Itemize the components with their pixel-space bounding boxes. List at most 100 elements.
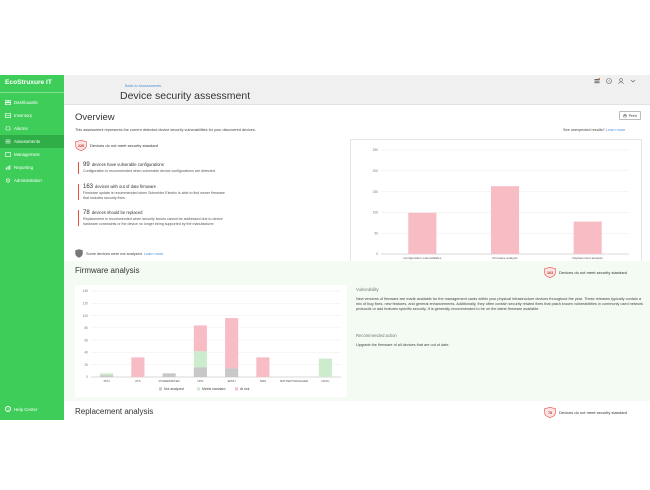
y-tick-label: 60 xyxy=(84,338,88,342)
bar-at-risk xyxy=(131,357,145,377)
vulnerability-title: Vulnerability xyxy=(356,287,379,292)
header-actions: ? xyxy=(594,78,636,84)
user-icon[interactable] xyxy=(618,78,624,84)
sidebar-item-inventory[interactable]: Inventory xyxy=(0,109,64,122)
bar-not-analyzed xyxy=(162,373,176,377)
not-analyzed-learn-more[interactable]: Learn more xyxy=(143,251,164,256)
sidebar-item-dashboards[interactable]: Dashboards xyxy=(0,96,64,109)
bar-at-risk xyxy=(490,186,520,254)
overview-heading: Overview xyxy=(75,112,115,123)
sidebar-item-label: Management xyxy=(14,152,40,157)
x-tick-label: Configuration vulnerabilities xyxy=(403,256,441,260)
x-tick-label: EPDU xyxy=(228,379,236,383)
replacement-alert: 78 Devices do not meet security standard xyxy=(544,407,627,418)
recommended-action-title: Recommended action xyxy=(356,333,397,338)
legend-label: Not analyzed xyxy=(164,387,184,391)
y-tick-label: 100 xyxy=(373,211,379,215)
inventory-icon xyxy=(5,113,11,118)
alarm-icon xyxy=(5,126,11,131)
sidebar-item-reporting[interactable]: Reporting xyxy=(0,161,64,174)
sidebar-item-administration[interactable]: Administration xyxy=(0,174,64,187)
vulnerability-text: New versions of firmware are made availa… xyxy=(356,297,643,311)
sidebar-item-alarms[interactable]: Alarms xyxy=(0,122,64,135)
overview-chart: 0 50 100 150 200 250 Configuration vulnerabili… xyxy=(350,139,642,273)
stat-label: devices with out of date firmware xyxy=(95,184,156,189)
legend-swatch xyxy=(235,387,238,391)
y-tick-label: 0 xyxy=(376,252,378,256)
shield-unknown-icon xyxy=(75,249,83,258)
sidebar-item-label: Alarms xyxy=(14,126,28,131)
bar-at-risk xyxy=(193,325,207,352)
legend-swatch xyxy=(159,387,162,391)
app-frame: EcoStruxure IT Dashboards Inventory Alar… xyxy=(0,75,650,420)
not-analyzed-text: Some devices were not analyzed. xyxy=(86,251,143,256)
stat-firmware: 163 devices with out of date firmware Fir… xyxy=(78,184,228,201)
not-analyzed-notice: Some devices were not analyzed. Learn mo… xyxy=(75,249,163,258)
sidebar: EcoStruxure IT Dashboards Inventory Alar… xyxy=(0,75,64,420)
legend-swatch xyxy=(197,387,200,391)
y-tick-label: 250 xyxy=(373,148,379,152)
learn-more-link[interactable]: Learn more xyxy=(605,128,626,132)
help-center-label: Help Center xyxy=(14,406,38,412)
x-tick-label: Firmware analysis xyxy=(493,256,518,260)
help-center-link[interactable]: ? Help Center xyxy=(5,406,37,412)
bar-not-analyzed xyxy=(225,368,239,377)
bar-meets-standard xyxy=(318,358,332,377)
replacement-alert-count: 78 xyxy=(548,410,552,415)
stat-description: Configuration is recommended when vulner… xyxy=(83,169,216,173)
shield-alert-icon: 225 xyxy=(75,140,87,151)
y-tick-label: 80 xyxy=(84,326,88,330)
dashboard-icon xyxy=(5,100,11,105)
firmware-section: Firmware analysis 163 Devices do not mee… xyxy=(64,261,650,401)
bar-at-risk xyxy=(225,318,239,369)
print-button[interactable]: Print xyxy=(619,111,641,120)
replacement-heading: Replacement analysis xyxy=(75,407,154,416)
stat-number: 163 xyxy=(83,184,94,190)
sidebar-item-label: Dashboards xyxy=(14,100,38,105)
x-tick-label: UPS xyxy=(197,379,203,383)
bar-at-risk xyxy=(408,212,437,254)
firmware-heading: Firmware analysis xyxy=(75,266,140,275)
x-tick-label: BATTERYMANAGER xyxy=(280,379,308,383)
help-icon[interactable]: ? xyxy=(606,78,612,84)
sidebar-item-label: Administration xyxy=(14,178,42,183)
x-tick-label: POWERMETER xyxy=(159,379,180,383)
back-to-assessments-link[interactable]: Back to Assessments xyxy=(125,84,162,88)
firmware-chart-svg: 0 20 40 60 80 100 120 140 PDU ATS POWERMETER UPS EPD… xyxy=(83,289,341,391)
firmware-alert-count: 163 xyxy=(547,270,553,275)
bar-meets-standard xyxy=(100,373,114,376)
legend-label: Meets standard xyxy=(202,387,225,391)
y-tick-label: 0 xyxy=(86,375,88,379)
print-icon xyxy=(623,113,628,118)
reporting-icon xyxy=(5,165,11,170)
bar-at-risk xyxy=(573,221,602,254)
legend-label: At risk xyxy=(240,387,250,391)
y-tick-label: 120 xyxy=(83,301,89,305)
y-tick-label: 150 xyxy=(373,190,379,194)
firmware-alert-text: Devices do not meet security standard xyxy=(559,270,628,275)
svg-text:?: ? xyxy=(608,79,610,83)
overview-description: This assessment represents the current d… xyxy=(75,128,256,132)
bar-at-risk xyxy=(256,357,270,377)
brand-logo: EcoStruxure IT xyxy=(0,75,64,93)
notifications-icon[interactable] xyxy=(594,78,600,84)
stat-number: 99 xyxy=(83,162,90,168)
chevron-down-icon[interactable] xyxy=(630,78,636,84)
y-tick-label: 40 xyxy=(84,351,88,355)
stat-description: Replacement is recommended when security… xyxy=(83,217,223,226)
replacement-alert-text: Devices do not meet security standard xyxy=(559,410,628,415)
overview-chart-svg: 0 50 100 150 200 250 Configuration vulnerabili… xyxy=(373,148,629,268)
stat-replacement: 78 devices should be replaced Replacement… xyxy=(78,210,228,227)
administration-icon xyxy=(5,178,11,183)
main-content: Overview Print This assessment represent… xyxy=(64,105,650,420)
sidebar-item-assessments[interactable]: Assessments xyxy=(0,135,64,148)
y-tick-label: 200 xyxy=(373,169,379,173)
bar-not-analyzed xyxy=(193,367,207,377)
bar-not-analyzed xyxy=(100,375,114,377)
sidebar-item-management[interactable]: Management xyxy=(0,148,64,161)
page-title: Device security assessment xyxy=(120,90,251,102)
sidebar-item-label: Reporting xyxy=(14,165,34,170)
y-tick-label: 50 xyxy=(374,231,378,235)
bar-meets-standard xyxy=(193,351,207,368)
stat-configurations: 99 devices have vulnerable configurations… xyxy=(78,162,228,174)
